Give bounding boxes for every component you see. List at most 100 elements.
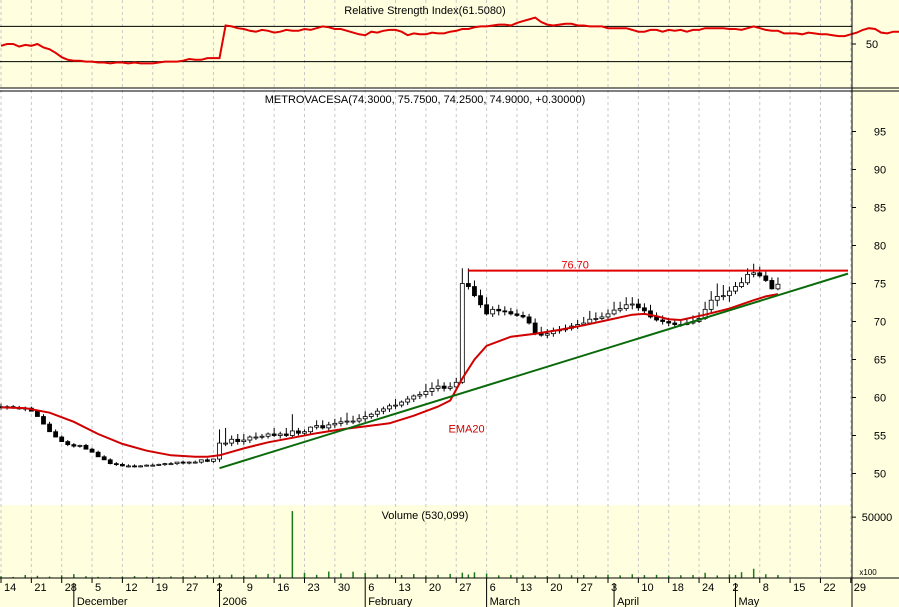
candle <box>83 443 89 450</box>
candle <box>617 301 623 313</box>
volume-bar <box>170 576 172 578</box>
date-tick-label: 12 <box>125 582 137 594</box>
candle-body <box>642 307 647 312</box>
candle <box>326 421 332 431</box>
date-tick-label: 14 <box>4 582 16 594</box>
trend-line <box>219 272 849 470</box>
month-label: March <box>490 596 521 607</box>
candle <box>235 433 241 445</box>
candle <box>192 460 198 464</box>
candle <box>387 403 392 412</box>
candle-body <box>593 318 599 320</box>
volume-bar <box>400 574 403 578</box>
candle-body <box>544 333 550 336</box>
candle-body <box>435 385 441 389</box>
volume-bar <box>510 574 512 578</box>
resistance-label: 76.70 <box>561 260 589 272</box>
candle-body <box>241 439 247 442</box>
volume-bar <box>413 574 415 578</box>
date-tick-label: 30 <box>338 582 350 594</box>
candle-body <box>405 398 411 403</box>
candle <box>332 418 338 428</box>
date-axis: 1421285121927291623306132027613202731018… <box>0 578 866 607</box>
candle-body <box>745 273 751 284</box>
volume-bar <box>631 574 634 578</box>
candle-body <box>83 444 89 450</box>
candle-body <box>277 433 283 436</box>
rsi-axis: 50 <box>852 39 878 51</box>
candle <box>484 297 490 316</box>
candle-body <box>727 290 732 297</box>
volume-bar <box>437 574 439 578</box>
candle-body <box>180 461 186 464</box>
date-tick-label: 16 <box>277 582 289 594</box>
volume-bar <box>121 576 124 578</box>
volume-bar <box>12 576 14 578</box>
candle <box>459 268 465 384</box>
candle-body <box>508 311 514 315</box>
candle <box>423 383 429 398</box>
date-tick-label: 27 <box>459 582 471 594</box>
candle <box>132 464 137 468</box>
volume-bar <box>534 575 536 578</box>
candle-body <box>763 275 769 281</box>
candle-body <box>168 463 174 466</box>
volume-title: Volume (530,099) <box>382 510 469 522</box>
candle <box>156 463 162 466</box>
volume-bar <box>218 575 221 578</box>
candle <box>53 429 59 438</box>
candle-body <box>192 461 198 464</box>
date-tick-label: 24 <box>702 582 714 594</box>
price-tick-label: 50 <box>874 469 886 481</box>
candle-body <box>302 431 307 434</box>
candle-body <box>617 308 623 311</box>
volume-bar <box>85 576 87 578</box>
candle-body <box>368 413 374 417</box>
rsi-line <box>0 16 899 65</box>
volume-bar <box>340 573 342 578</box>
candle-body <box>162 463 168 466</box>
candle <box>77 444 83 448</box>
candle <box>356 414 362 424</box>
candle <box>393 399 398 409</box>
candle-body <box>253 436 259 439</box>
candle-body <box>47 423 52 433</box>
candle <box>441 382 447 392</box>
month-label: December <box>77 596 128 607</box>
candle <box>435 379 441 392</box>
candle-body <box>769 280 775 290</box>
gridlines <box>0 0 852 578</box>
candle-body <box>502 310 508 313</box>
volume-bar <box>364 573 366 578</box>
candle-body <box>733 286 738 292</box>
candle-body <box>120 463 125 467</box>
candle-body <box>53 431 59 438</box>
price-axis: 50 55 60 65 70 75 80 85 90 95 <box>852 127 886 481</box>
candle <box>259 433 265 440</box>
candle-body <box>308 426 313 433</box>
volume-bar <box>777 574 779 578</box>
candle <box>41 414 46 425</box>
candle-body <box>514 313 520 316</box>
volume-bar <box>740 572 743 578</box>
date-tick-label: 8 <box>763 582 769 594</box>
candle <box>211 458 216 463</box>
price-tick-label: 75 <box>874 279 886 291</box>
candle <box>65 440 71 447</box>
volume-bar <box>558 574 561 578</box>
date-tick-label: 6 <box>368 582 374 594</box>
candle-body <box>599 316 605 319</box>
volume-bar <box>582 574 585 578</box>
candle-body <box>496 308 502 312</box>
candle-body <box>411 395 417 400</box>
candle-body <box>757 272 763 277</box>
candle <box>405 395 411 406</box>
candle-body <box>374 410 380 415</box>
ema20-line <box>0 293 779 458</box>
candle <box>763 271 769 282</box>
candle-body <box>101 456 107 461</box>
volume-bar <box>497 575 500 578</box>
candle <box>95 450 101 458</box>
price-title: METROVACESA(74.3000, 75.7500, 74.2500, 7… <box>265 94 586 106</box>
candle-body <box>350 420 356 423</box>
